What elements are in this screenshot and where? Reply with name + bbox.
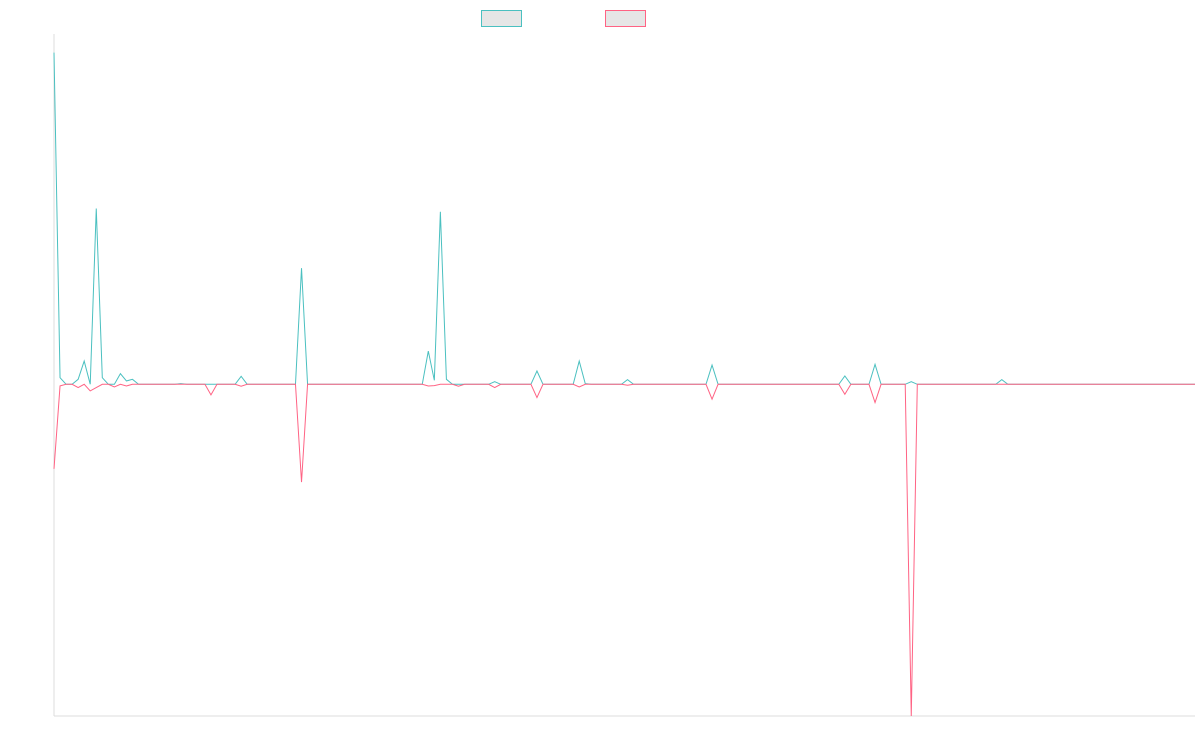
plot-area — [53, 34, 1195, 717]
legend-swatch-negative — [605, 10, 646, 27]
chart-legend — [481, 10, 646, 27]
series-line-positive — [53, 52, 1195, 385]
series-line-negative — [53, 383, 1195, 717]
legend-swatch-positive — [481, 10, 522, 27]
